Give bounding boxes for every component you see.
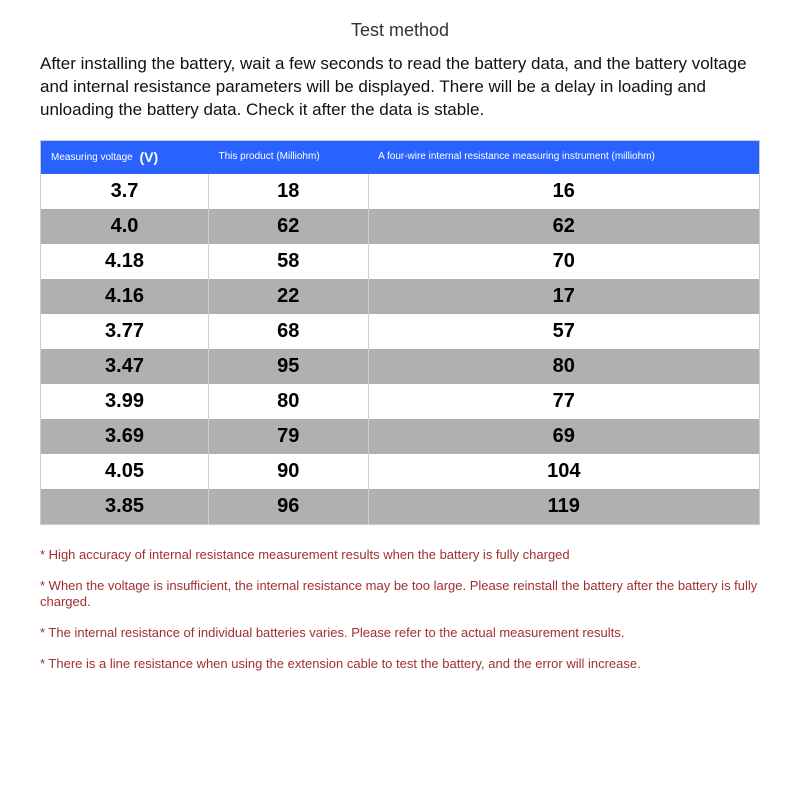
col-header-fourwire: A four-wire internal resistance measurin… — [368, 141, 759, 174]
cell-fourwire: 119 — [368, 489, 759, 524]
note-item: * There is a line resistance when using … — [40, 656, 760, 673]
table-header-row: Measuring voltage (V) This product (Mill… — [41, 141, 759, 174]
note-item: * High accuracy of internal resistance m… — [40, 547, 760, 564]
table-row: 3.77 68 57 — [41, 314, 759, 349]
col-header-voltage-prefix: Measuring voltage — [51, 152, 133, 163]
cell-voltage: 4.0 — [41, 209, 209, 244]
cell-fourwire: 69 — [368, 419, 759, 454]
cell-product: 62 — [209, 209, 369, 244]
col-header-product-prefix: This product — [219, 151, 274, 162]
table-row: 3.7 18 16 — [41, 174, 759, 209]
cell-voltage: 3.69 — [41, 419, 209, 454]
cell-voltage: 4.18 — [41, 244, 209, 279]
note-item: * The internal resistance of individual … — [40, 625, 760, 642]
cell-product: 68 — [209, 314, 369, 349]
table-row: 3.99 80 77 — [41, 384, 759, 419]
table-row: 4.18 58 70 — [41, 244, 759, 279]
col-header-voltage-unit: (V) — [140, 149, 159, 165]
notes-section: * High accuracy of internal resistance m… — [40, 547, 760, 673]
cell-product: 22 — [209, 279, 369, 314]
cell-fourwire: 104 — [368, 454, 759, 489]
table-row: 4.0 62 62 — [41, 209, 759, 244]
cell-voltage: 3.77 — [41, 314, 209, 349]
col-header-product-unit: (Milliohm) — [276, 151, 319, 162]
cell-product: 79 — [209, 419, 369, 454]
cell-voltage: 3.85 — [41, 489, 209, 524]
cell-product: 80 — [209, 384, 369, 419]
col-header-fourwire-prefix: A four-wire internal resistance measurin… — [378, 151, 655, 162]
cell-product: 96 — [209, 489, 369, 524]
cell-fourwire: 62 — [368, 209, 759, 244]
table-row: 4.16 22 17 — [41, 279, 759, 314]
table-row: 4.05 90 104 — [41, 454, 759, 489]
col-header-voltage: Measuring voltage (V) — [41, 141, 209, 174]
page-title: Test method — [40, 20, 760, 41]
cell-fourwire: 57 — [368, 314, 759, 349]
cell-product: 18 — [209, 174, 369, 209]
table-body: 3.7 18 16 4.0 62 62 4.18 58 70 4.16 22 1… — [41, 174, 759, 524]
data-table-container: Measuring voltage (V) This product (Mill… — [40, 140, 760, 525]
description-text: After installing the battery, wait a few… — [40, 53, 760, 122]
cell-product: 90 — [209, 454, 369, 489]
table-row: 3.85 96 119 — [41, 489, 759, 524]
cell-voltage: 3.99 — [41, 384, 209, 419]
cell-voltage: 3.47 — [41, 349, 209, 384]
data-table: Measuring voltage (V) This product (Mill… — [41, 141, 759, 524]
cell-voltage: 3.7 — [41, 174, 209, 209]
cell-voltage: 4.16 — [41, 279, 209, 314]
cell-fourwire: 17 — [368, 279, 759, 314]
cell-fourwire: 70 — [368, 244, 759, 279]
cell-fourwire: 16 — [368, 174, 759, 209]
table-row: 3.47 95 80 — [41, 349, 759, 384]
col-header-product: This product (Milliohm) — [209, 141, 369, 174]
table-row: 3.69 79 69 — [41, 419, 759, 454]
cell-product: 58 — [209, 244, 369, 279]
cell-product: 95 — [209, 349, 369, 384]
cell-voltage: 4.05 — [41, 454, 209, 489]
cell-fourwire: 77 — [368, 384, 759, 419]
cell-fourwire: 80 — [368, 349, 759, 384]
note-item: * When the voltage is insufficient, the … — [40, 578, 760, 612]
